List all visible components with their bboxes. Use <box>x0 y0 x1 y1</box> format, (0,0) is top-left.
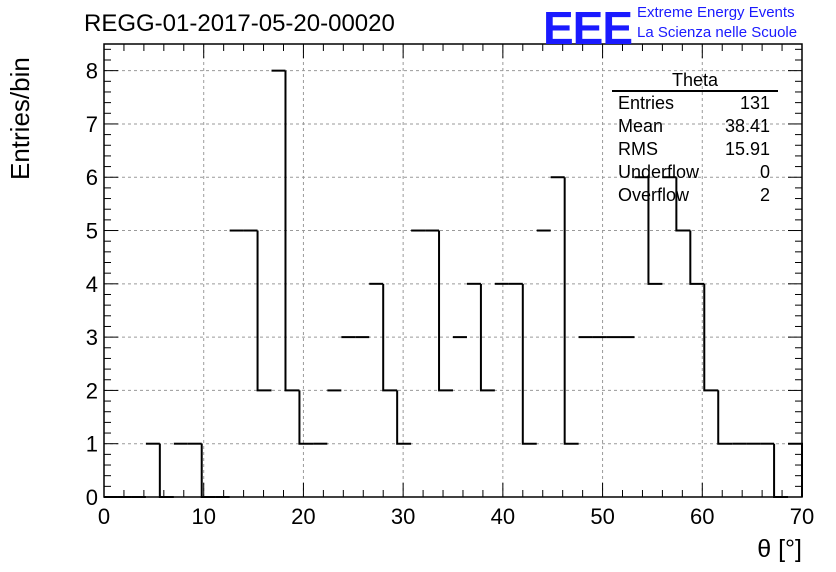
y-tick-label: 1 <box>86 432 98 457</box>
histogram-bin <box>479 283 495 392</box>
histogram-bin <box>647 177 663 285</box>
logo-caption: Extreme Energy Events La Scienza nelle S… <box>637 3 797 43</box>
stats-value: 15.91 <box>724 139 770 159</box>
y-axis-ticks: 0 1 2 3 4 5 6 7 8 <box>86 48 802 510</box>
histogram-bin <box>563 177 579 445</box>
stats-title: Theta <box>612 70 778 92</box>
histogram-bin <box>788 442 803 497</box>
logo-line-1: Extreme Energy Events <box>637 4 795 21</box>
histogram-bin <box>382 283 398 392</box>
histogram-bin <box>256 230 272 392</box>
axes <box>103 43 803 498</box>
stats-label: Mean <box>618 116 664 136</box>
x-tick-label: 70 <box>790 504 814 529</box>
stats-label: Overflow <box>618 185 690 205</box>
histogram-bin <box>298 390 314 445</box>
histogram-bin <box>396 390 412 445</box>
x-tick-label: 40 <box>491 504 515 529</box>
y-tick-label: 6 <box>86 165 98 190</box>
stats-label: Underflow <box>618 162 700 182</box>
x-axis-label: θ [°] <box>757 535 802 563</box>
histogram-bin <box>158 443 174 498</box>
stats-row-entries: Entries 131 <box>612 92 778 115</box>
stats-row-rms: RMS 15.91 <box>612 138 778 161</box>
x-tick-label: 50 <box>590 504 614 529</box>
stats-value: 0 <box>759 162 770 182</box>
stats-label: Entries <box>618 93 675 113</box>
histogram-bin <box>438 230 453 392</box>
histogram-bin <box>773 443 789 498</box>
histogram-bin <box>675 177 691 232</box>
chart-title: REGG-01-2017-05-20-00020 <box>84 10 395 37</box>
y-tick-label: 5 <box>86 219 98 244</box>
stats-value: 38.41 <box>724 116 770 136</box>
histogram-bin <box>703 283 719 392</box>
stats-row-mean: Mean 38.41 <box>612 115 778 138</box>
histogram-bin <box>284 70 300 392</box>
x-tick-label: 10 <box>191 504 215 529</box>
stats-label: RMS <box>618 139 658 159</box>
logo-line-2: La Scienza nelle Scuole <box>637 24 798 41</box>
y-tick-label: 2 <box>86 378 98 403</box>
y-tick-label: 0 <box>86 485 98 510</box>
histogram-bin <box>689 230 705 285</box>
histogram-bin <box>521 283 537 445</box>
x-axis-ticks: 0 10 20 30 40 50 60 70 <box>98 44 814 529</box>
y-tick-label: 4 <box>86 272 98 297</box>
stats-value: 2 <box>759 185 770 205</box>
stats-value: 131 <box>739 93 770 113</box>
x-tick-label: 0 <box>98 504 110 529</box>
plot-frame <box>103 43 803 498</box>
histogram-bin <box>717 390 733 445</box>
stats-box: Theta Entries 131 Mean 38.41 RMS 15.91 Unde… <box>612 70 778 207</box>
y-tick-label: 7 <box>86 112 98 137</box>
y-tick-label: 8 <box>86 59 98 84</box>
x-tick-label: 60 <box>690 504 714 529</box>
x-tick-label: 30 <box>391 504 415 529</box>
stats-row-overflow: Overflow 2 <box>612 184 778 207</box>
x-tick-label: 20 <box>291 504 315 529</box>
y-tick-label: 3 <box>86 325 98 350</box>
stats-row-underflow: Underflow 0 <box>612 161 778 184</box>
y-axis-label: Entries/bin <box>5 57 35 180</box>
eee-logo: EEE <box>543 2 633 54</box>
